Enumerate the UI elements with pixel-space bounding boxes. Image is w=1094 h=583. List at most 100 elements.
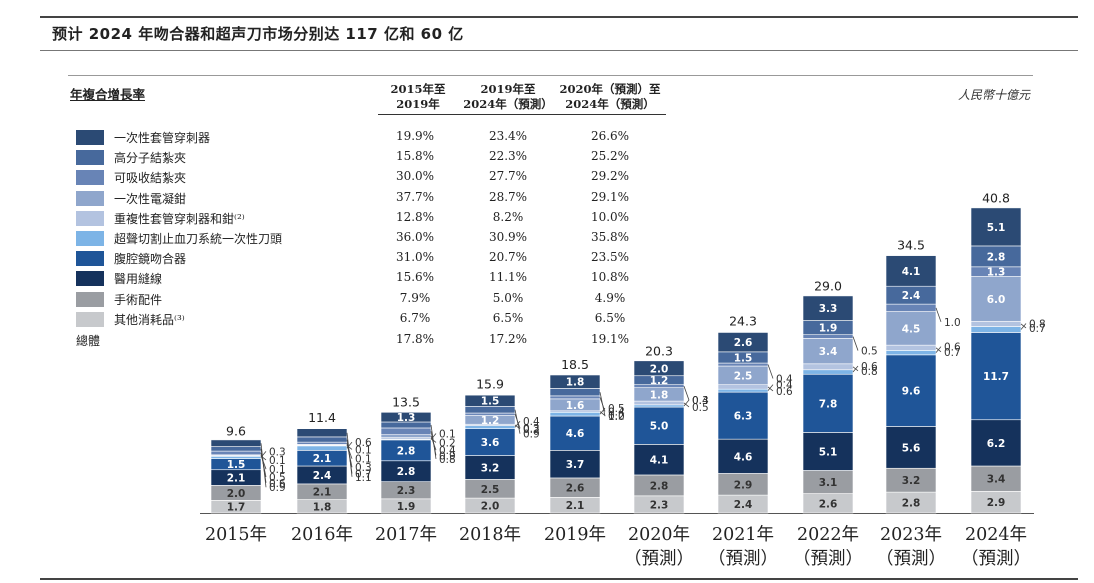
bar-segment [885, 350, 937, 356]
bar-value-label: 3.1 [819, 477, 838, 489]
bar-value-label: 1.9 [397, 501, 416, 513]
bar-segment [970, 419, 1022, 467]
cagr-col-head-1: 2015年至 2019年 [378, 82, 458, 115]
bar-value-label: 6.3 [734, 411, 753, 423]
callout-line [599, 392, 606, 417]
bar-value-label: 6.0 [987, 294, 1006, 306]
bar-value-label: 4.5 [902, 323, 921, 335]
cagr-value: 22.3% [488, 149, 528, 164]
callout-label: 0.9 [439, 450, 456, 462]
bar-segment [802, 363, 854, 371]
bar-value-label: 3.7 [566, 459, 585, 471]
bar-total-label: 29.0 [814, 279, 842, 294]
cagr-col-3-line2: 2024年（預測） [565, 97, 655, 111]
callout-label: 0.8 [439, 454, 456, 466]
bar-segment [464, 412, 516, 416]
bar-segment [210, 446, 262, 452]
callout-line [767, 364, 774, 379]
bar-value-label: 2.8 [902, 498, 921, 510]
bar-segment [464, 428, 516, 456]
cagr-value: 29.2% [590, 169, 630, 184]
top-rule [40, 16, 1078, 18]
callout-label: 0.6 [269, 478, 286, 490]
bar-value-label: 3.2 [902, 475, 921, 487]
cagr-value: 36.0% [395, 230, 435, 244]
cagr-value: 19.9% [395, 129, 435, 143]
callout-label: 0.1 [269, 464, 286, 476]
cagr-value: 28.7% [488, 189, 528, 204]
callout-label: 0.1 [355, 454, 372, 466]
bar-value-label: 1.3 [397, 412, 416, 424]
bar-value-label: 2.8 [397, 466, 416, 478]
bar-segment [970, 332, 1022, 421]
bar-value-label: 1.8 [313, 501, 332, 513]
bar-value-label: 2.6 [734, 337, 753, 349]
bar-segment [633, 404, 685, 408]
callout-label: 0.8 [1029, 318, 1046, 330]
bar-value-label: 2.5 [734, 370, 753, 382]
bar-value-label: 2.1 [227, 473, 246, 485]
x-tick-label: 2022年 [797, 525, 859, 545]
x-tick-label: 2021年 [712, 525, 774, 545]
bar-segment [885, 344, 937, 351]
bar-total-label: 13.5 [392, 394, 420, 409]
legend-swatch [76, 231, 104, 246]
callout-label: 0.7 [1029, 323, 1046, 335]
bar-segment [380, 411, 432, 423]
callout-label: 0.1 [269, 455, 286, 467]
bar-value-label: 1.9 [819, 323, 838, 335]
legend-swatch [76, 210, 104, 226]
legend-label: 一次性套管穿刺器 [114, 131, 211, 145]
callout-label: 1.1 [355, 472, 372, 484]
total-cagr-3: 19.1% [590, 332, 630, 346]
callout-label: 0.4 [439, 445, 456, 457]
legend-label: 一次性電凝鉗 [114, 191, 187, 206]
bar-value-label: 2.9 [734, 479, 753, 491]
callout-line [430, 424, 437, 460]
bar-total-label: 34.5 [897, 238, 925, 253]
bar-value-label: 4.1 [902, 266, 921, 278]
x-tick-label: （預測） [624, 549, 694, 569]
callout-label: 0.5 [861, 346, 878, 358]
bar-segment [885, 303, 937, 312]
legend-label: 醫用縫線 [114, 272, 163, 287]
cagr-value: 35.8% [590, 230, 630, 244]
bar-segment [970, 207, 1022, 247]
legend-label: 其他消耗品⁽³⁾ [114, 312, 185, 327]
bar-value-label: 4.6 [734, 451, 753, 463]
legend-swatch [76, 251, 104, 267]
cagr-value: 26.6% [590, 129, 630, 143]
bar-segment [210, 450, 262, 456]
bar-segment [296, 445, 348, 451]
cagr-value: 23.4% [488, 129, 528, 143]
bar-segment [717, 332, 769, 353]
bar-value-label: 2.0 [650, 363, 669, 375]
cagr-value: 6.5% [594, 310, 626, 325]
bar-value-label: 11.7 [983, 371, 1009, 383]
callout-label: 0.8 [861, 366, 878, 378]
bar-total-label: 20.3 [645, 344, 673, 359]
callout-label: 0.5 [269, 472, 286, 484]
bar-value-label: 2.9 [987, 497, 1006, 509]
cagr-col-1-line2: 2019年 [396, 97, 440, 111]
bar-value-label: 1.5 [734, 352, 753, 364]
callout-label: 0.4 [608, 406, 625, 418]
x-tick-label: （預測） [793, 549, 863, 569]
bar-value-label: 6.2 [987, 438, 1006, 450]
bar-value-label: 3.6 [481, 437, 500, 449]
callout-line [1020, 323, 1027, 329]
legend-swatch [76, 311, 104, 327]
x-tick-label: 2019年 [544, 525, 606, 545]
bar-value-label: 2.5 [481, 484, 500, 496]
page-headline: 预计 2024 年吻合器和超声刀市场分别达 117 亿和 60 亿 [52, 25, 464, 43]
callout-label: 0.3 [692, 395, 709, 407]
bar-segment [296, 436, 348, 443]
bar-value-label: 7.8 [819, 398, 838, 410]
bar-segment [380, 434, 432, 438]
bar-segment [802, 334, 854, 339]
callout-line [683, 386, 690, 401]
callout-label: 1.0 [608, 411, 625, 423]
bar-segment [296, 441, 348, 445]
x-tick-label: 2018年 [459, 525, 521, 545]
